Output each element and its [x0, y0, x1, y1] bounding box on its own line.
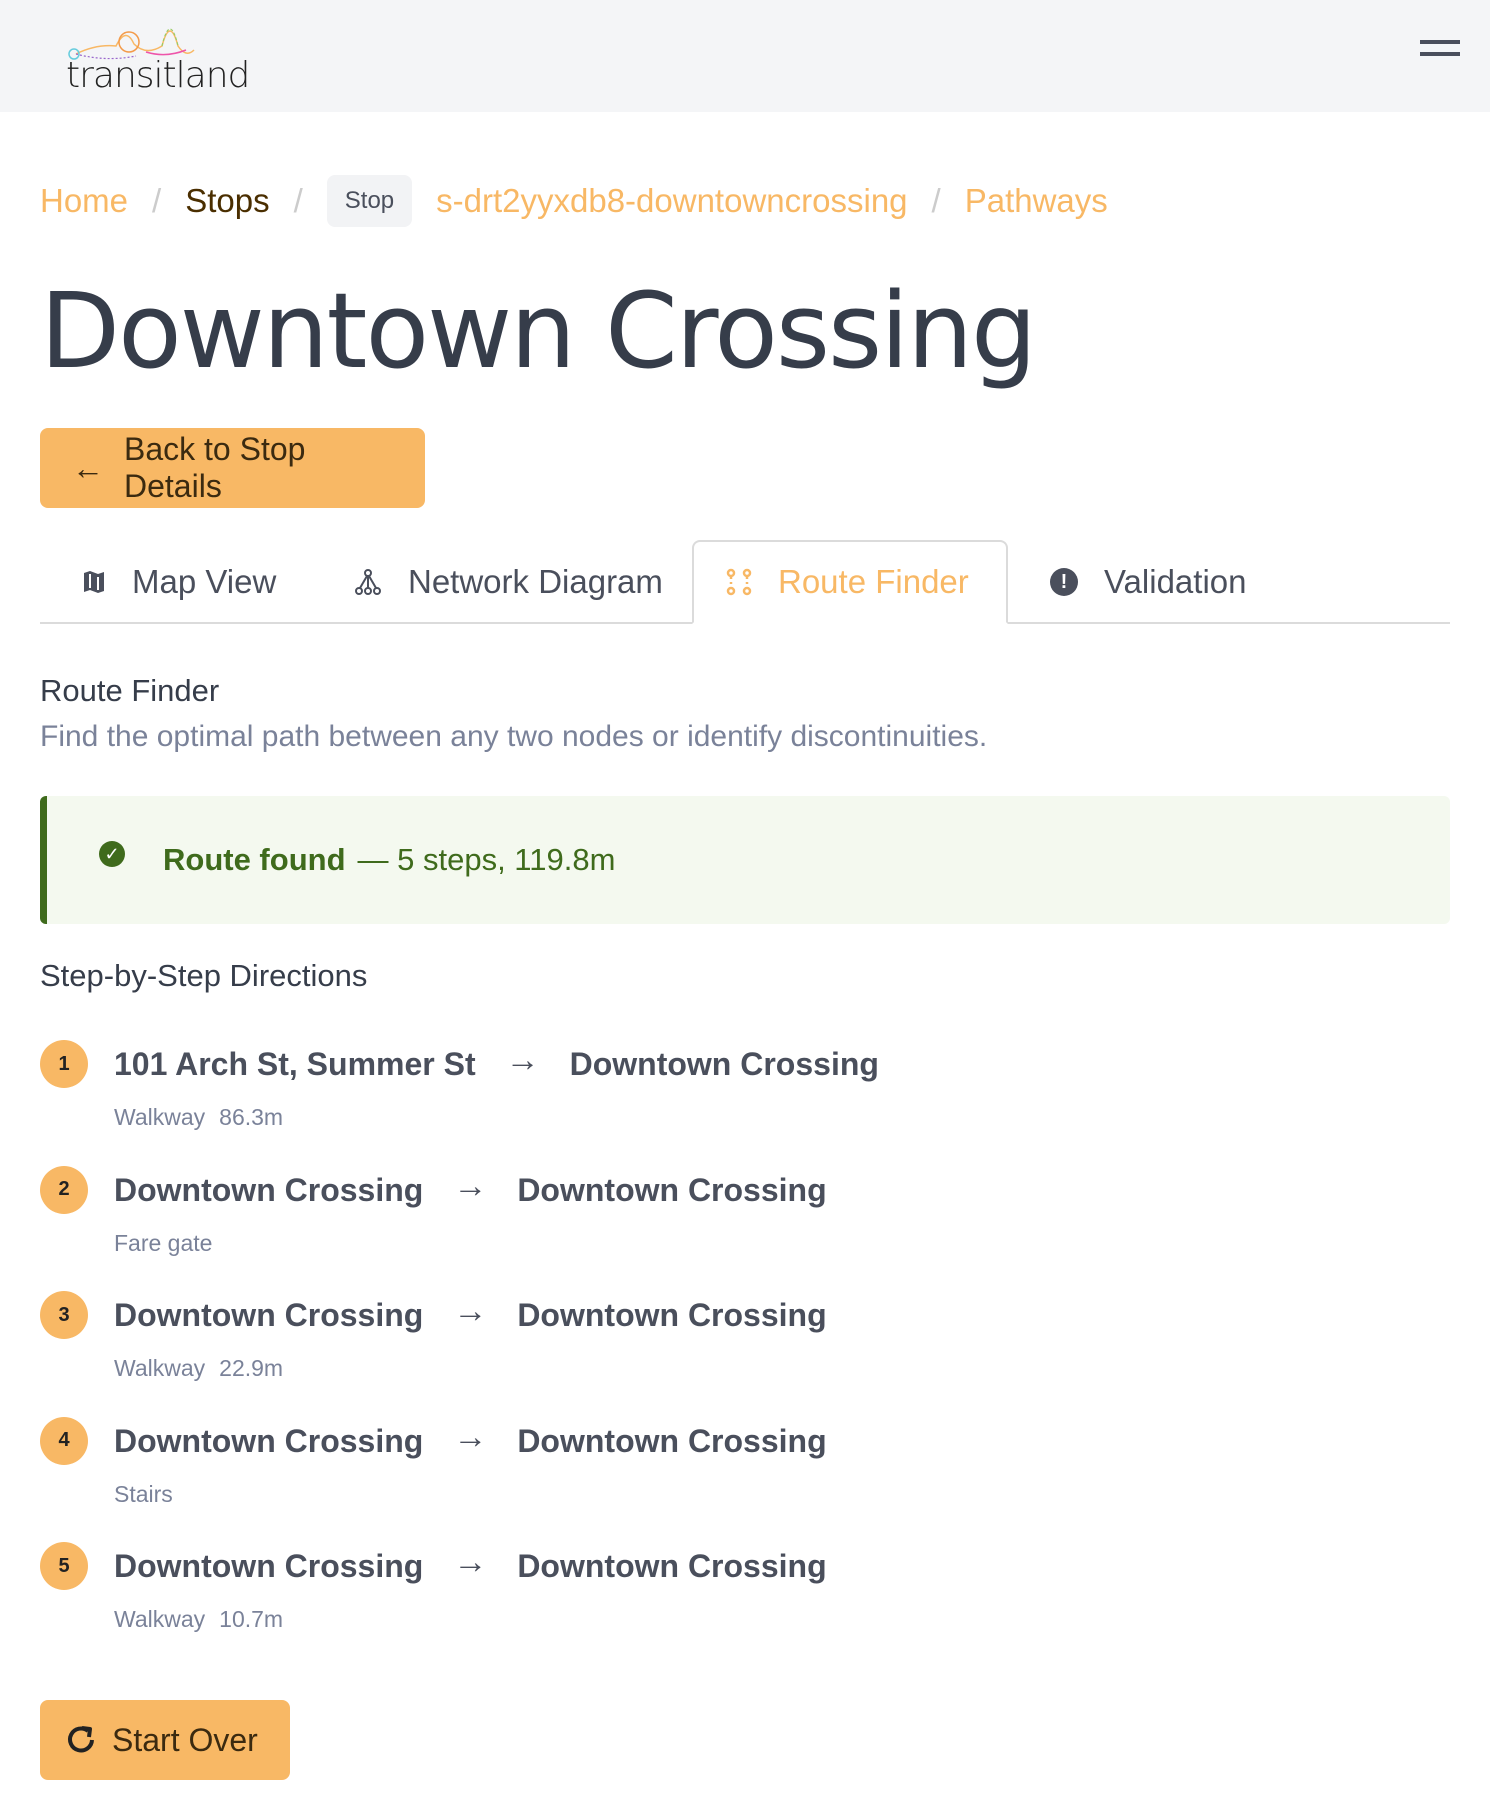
back-to-stop-details-button[interactable]: ← Back to Stop Details [40, 428, 425, 508]
tab-label: Map View [132, 563, 277, 600]
arrow-right-icon: → [453, 1543, 488, 1581]
section-description: Find the optimal path between any two no… [40, 720, 988, 753]
arrow-right-icon: → [505, 1041, 540, 1079]
button-label: Start Over [112, 1721, 258, 1758]
arrow-right-icon: → [453, 1417, 488, 1456]
step-mode: Walkway [114, 1606, 206, 1632]
alert-title: Route found [163, 842, 346, 877]
breadcrumb: Home / Stops / Stop s-drt2yyxdb8-downtow… [40, 175, 1108, 227]
alert-detail: — 5 steps, 119.8m [357, 842, 616, 877]
stop-tag: Stop [326, 175, 413, 227]
tab-route-finder[interactable]: Route Finder [692, 540, 1008, 624]
refresh-icon [68, 1726, 94, 1753]
step-to: Downtown Crossing [517, 1297, 827, 1333]
step-mode: Stairs [114, 1480, 173, 1507]
breadcrumb-stops[interactable]: Stops [185, 182, 270, 219]
map-icon [84, 571, 104, 593]
tab-validation[interactable]: ! Validation [1050, 540, 1247, 624]
button-label: Back to Stop Details [124, 431, 306, 504]
step-from: 101 Arch St, Summer St [114, 1046, 476, 1082]
tab-bar: Map View Network Diagram Route Finder ! … [40, 540, 1450, 624]
breadcrumb-home[interactable]: Home [40, 182, 129, 219]
direction-step: 2 Downtown Crossing → Downtown Crossing Fa… [40, 1165, 1040, 1266]
breadcrumb-separator: / [931, 182, 941, 219]
section-title: Route Finder [40, 673, 220, 708]
step-from: Downtown Crossing [114, 1548, 424, 1584]
route-found-alert: ✓ Route found — 5 steps, 119.8m [40, 796, 1450, 924]
step-to: Downtown Crossing [517, 1422, 827, 1459]
tab-label: Network Diagram [408, 563, 663, 600]
step-to: Downtown Crossing [517, 1548, 827, 1584]
step-from: Downtown Crossing [114, 1171, 424, 1208]
arrow-right-icon: → [453, 1292, 488, 1330]
direction-step: 4 Downtown Crossing → Downtown Crossing St… [40, 1416, 1040, 1517]
tab-label: Validation [1104, 563, 1247, 600]
direction-step: 5 Downtown Crossing → Downtown Crossing Wa… [40, 1542, 1040, 1642]
tab-label: Route Finder [778, 563, 969, 600]
start-over-button[interactable]: Start Over [40, 1700, 290, 1780]
transitland-logo[interactable]: transitland [66, 16, 250, 96]
tab-map-view[interactable]: Map View [82, 540, 276, 624]
hamburger-icon[interactable] [1420, 40, 1460, 60]
step-from: Downtown Crossing [114, 1297, 424, 1333]
tab-network-diagram[interactable]: Network Diagram [354, 540, 663, 624]
breadcrumb-stop-id[interactable]: s-drt2yyxdb8-downtowncrossing [436, 182, 908, 219]
step-length: 22.9m [219, 1355, 284, 1381]
step-number: 5 [40, 1542, 88, 1590]
arrow-right-icon: → [453, 1166, 488, 1205]
page-title: Downtown Crossing [40, 270, 1037, 392]
top-nav: transitland [0, 0, 1490, 112]
step-length: 10.7m [219, 1606, 284, 1632]
network-icon [355, 569, 381, 595]
exclamation-circle-icon: ! [1050, 568, 1078, 596]
route-icon [726, 568, 752, 596]
step-mode: Walkway [114, 1104, 206, 1130]
step-number: 2 [40, 1165, 88, 1214]
logo-graphic [68, 28, 195, 60]
direction-step: 3 Downtown Crossing → Downtown Crossing Wa… [40, 1291, 1040, 1391]
step-number: 3 [40, 1291, 88, 1339]
breadcrumb-separator: / [152, 182, 162, 219]
check-circle-icon: ✓ [99, 841, 125, 867]
step-from: Downtown Crossing [114, 1422, 424, 1459]
direction-step: 1 101 Arch St, Summer St → Downtown Crossi… [40, 1040, 1040, 1140]
step-to: Downtown Crossing [517, 1171, 827, 1208]
step-number: 1 [40, 1040, 88, 1088]
step-mode: Fare gate [114, 1229, 213, 1256]
directions-title: Step-by-Step Directions [40, 958, 368, 993]
step-to: Downtown Crossing [569, 1046, 879, 1082]
step-mode: Walkway [114, 1355, 206, 1381]
breadcrumb-separator: / [293, 182, 303, 219]
arrow-left-icon: ← [72, 449, 104, 486]
step-length: 86.3m [219, 1104, 284, 1130]
step-number: 4 [40, 1416, 88, 1465]
breadcrumb-pathways[interactable]: Pathways [964, 182, 1108, 219]
